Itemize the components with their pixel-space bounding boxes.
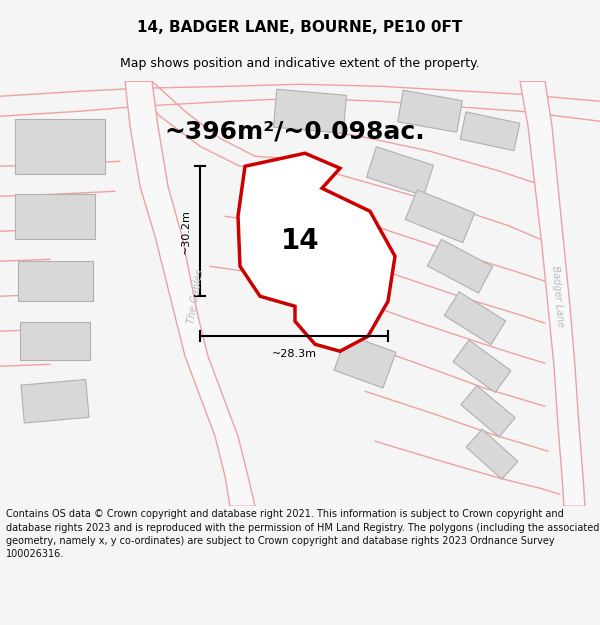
Polygon shape <box>15 194 95 239</box>
Polygon shape <box>258 191 332 252</box>
Polygon shape <box>17 261 92 301</box>
Polygon shape <box>405 190 475 242</box>
Text: 14, BADGER LANE, BOURNE, PE10 0FT: 14, BADGER LANE, BOURNE, PE10 0FT <box>137 20 463 35</box>
Text: 14: 14 <box>281 228 319 255</box>
Polygon shape <box>334 334 396 388</box>
Text: Map shows position and indicative extent of the property.: Map shows position and indicative extent… <box>120 57 480 70</box>
Polygon shape <box>274 89 347 133</box>
Polygon shape <box>21 379 89 423</box>
Text: The Gables: The Gables <box>187 268 206 324</box>
Polygon shape <box>453 340 511 392</box>
Polygon shape <box>460 112 520 151</box>
Polygon shape <box>15 119 105 174</box>
Text: Contains OS data © Crown copyright and database right 2021. This information is : Contains OS data © Crown copyright and d… <box>6 509 599 559</box>
Polygon shape <box>466 429 518 479</box>
Polygon shape <box>398 90 463 132</box>
Text: Badger Lane: Badger Lane <box>550 265 566 328</box>
Polygon shape <box>461 386 515 437</box>
Polygon shape <box>125 81 255 506</box>
Polygon shape <box>444 292 506 345</box>
Polygon shape <box>238 153 395 351</box>
Polygon shape <box>520 81 585 506</box>
Text: ~28.3m: ~28.3m <box>271 349 317 359</box>
Polygon shape <box>367 147 433 196</box>
Text: ~396m²/~0.098ac.: ~396m²/~0.098ac. <box>164 119 425 143</box>
Text: ~30.2m: ~30.2m <box>181 209 191 254</box>
Polygon shape <box>20 322 90 360</box>
Polygon shape <box>427 239 493 293</box>
